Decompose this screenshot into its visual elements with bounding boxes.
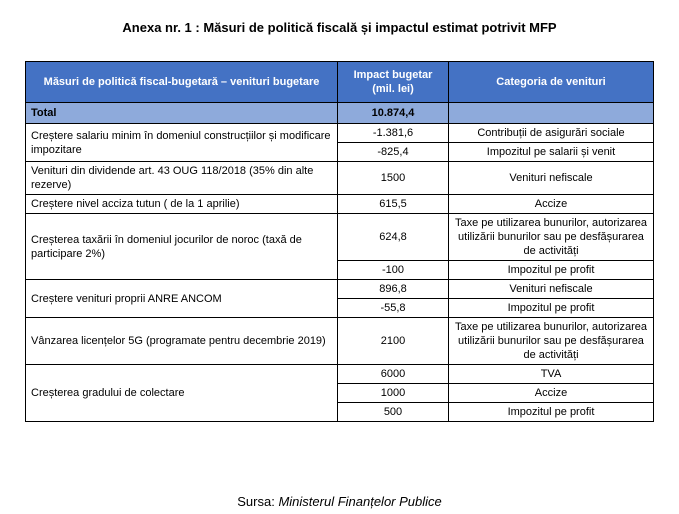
header-category: Categoria de venituri [448,61,654,103]
category-cell: Contribuții de asigurări sociale [448,123,654,143]
impact-cell: 624,8 [337,213,449,261]
impact-cell: -100 [337,260,449,280]
measure-cell: Creșterea taxării în domeniul jocurilor … [25,213,338,280]
impact-cell: 2100 [337,317,449,365]
source-name: Ministerul Finanțelor Publice [278,494,442,509]
total-category [448,102,654,124]
category-cell: Impozitul pe profit [448,298,654,318]
table-row: Creștere venituri proprii ANRE ANCOM 896… [25,279,654,318]
total-value: 10.874,4 [337,102,449,124]
table-row: Vânzarea licențelor 5G (programate pentr… [25,317,654,365]
category-cell: Taxe pe utilizarea bunurilor, autorizare… [448,317,654,365]
impact-cell: 896,8 [337,279,449,299]
table-row: Creștere nivel acciza tutun ( de la 1 ap… [25,194,654,214]
category-cell: Venituri nefiscale [448,161,654,195]
impact-cell: 615,5 [337,194,449,214]
impact-cell: -825,4 [337,142,449,162]
total-label: Total [25,102,338,124]
table-header-row: Măsuri de politică fiscal-bugetară – ven… [25,61,654,103]
category-cell: Accize [448,383,654,403]
measure-cell: Creștere nivel acciza tutun ( de la 1 ap… [25,194,338,214]
category-cell: Impozitul pe profit [448,402,654,422]
category-cell: Accize [448,194,654,214]
category-cell: Impozitul pe salarii și venit [448,142,654,162]
fiscal-measures-table: Măsuri de politică fiscal-bugetară – ven… [25,61,654,422]
table-row: -55,8 Impozitul pe profit [26,298,654,318]
impact-cell: 500 [337,402,449,422]
category-cell: Venituri nefiscale [448,279,654,299]
table-row: Creșterea gradului de colectare 6000 TVA [25,364,654,422]
total-row: Total 10.874,4 [25,102,654,124]
source-note: Sursa: Ministerul Finanțelor Publice [0,494,679,509]
impact-cell: 1500 [337,161,449,195]
table-row: 500 Impozitul pe profit [26,402,654,422]
impact-cell: -55,8 [337,298,449,318]
header-impact: Impact bugetar (mil. lei) [337,61,449,103]
measure-cell: Creștere salariu minim în domeniul const… [25,123,338,162]
impact-cell: 6000 [337,364,449,384]
category-cell: Impozitul pe profit [448,260,654,280]
measure-cell: Vânzarea licențelor 5G (programate pentr… [25,317,338,365]
table-row: Creșterea taxării în domeniul jocurilor … [25,213,654,280]
table-row: Creștere salariu minim în domeniul const… [25,123,654,162]
impact-cell: -1.381,6 [337,123,449,143]
measure-cell: Creștere venituri proprii ANRE ANCOM [25,279,338,318]
impact-cell: 1000 [337,383,449,403]
table-row: Venituri din dividende art. 43 OUG 118/2… [25,161,654,195]
measure-cell: Creșterea gradului de colectare [25,364,338,422]
measure-cell: Venituri din dividende art. 43 OUG 118/2… [25,161,338,195]
category-cell: TVA [448,364,654,384]
source-prefix: Sursa: [237,494,275,509]
header-measure: Măsuri de politică fiscal-bugetară – ven… [25,61,338,103]
category-cell: Taxe pe utilizarea bunurilor, autorizare… [448,213,654,261]
document-title: Anexa nr. 1 : Măsuri de politică fiscală… [122,20,557,35]
